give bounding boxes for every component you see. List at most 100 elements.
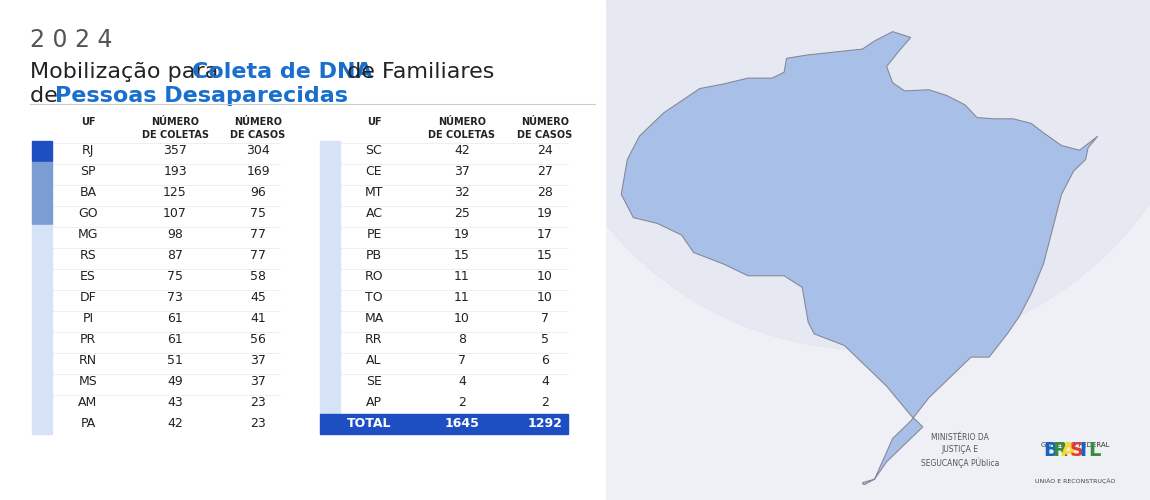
Text: 169: 169: [246, 165, 270, 178]
Text: 2: 2: [540, 396, 549, 409]
Text: de Familiares: de Familiares: [340, 62, 494, 82]
Text: CE: CE: [366, 165, 382, 178]
Text: Pessoas Desaparecidas: Pessoas Desaparecidas: [55, 86, 348, 106]
Text: GO: GO: [78, 207, 98, 220]
Text: NÚMERO
DE COLETAS: NÚMERO DE COLETAS: [429, 117, 496, 140]
Text: I: I: [1079, 441, 1086, 460]
Text: A: A: [1061, 441, 1076, 460]
Bar: [320, 414, 568, 434]
Text: NÚMERO
DE CASOS: NÚMERO DE CASOS: [230, 117, 285, 140]
Text: 41: 41: [251, 312, 266, 325]
Text: PI: PI: [83, 312, 93, 325]
Text: 61: 61: [167, 312, 183, 325]
Text: 10: 10: [537, 270, 553, 283]
Text: MG: MG: [78, 228, 98, 241]
Text: 96: 96: [251, 186, 266, 199]
Text: 1645: 1645: [445, 417, 480, 430]
Text: 27: 27: [537, 165, 553, 178]
Text: 8: 8: [458, 333, 466, 346]
Text: UNIÃO E RECONSTRUÇÃO: UNIÃO E RECONSTRUÇÃO: [1035, 478, 1116, 484]
Text: L: L: [1088, 441, 1101, 460]
Bar: [32, 141, 52, 161]
Text: TO: TO: [366, 291, 383, 304]
Text: 43: 43: [167, 396, 183, 409]
Text: 15: 15: [537, 249, 553, 262]
Text: 7: 7: [540, 312, 549, 325]
Text: 42: 42: [167, 417, 183, 430]
Text: UF: UF: [81, 117, 95, 127]
Text: B: B: [1043, 441, 1058, 460]
Text: 19: 19: [454, 228, 470, 241]
Text: 98: 98: [167, 228, 183, 241]
Text: 2: 2: [458, 396, 466, 409]
Text: RR: RR: [366, 333, 383, 346]
Text: Mobilização para: Mobilização para: [30, 62, 225, 82]
Bar: [320, 141, 340, 413]
Text: PA: PA: [81, 417, 95, 430]
Text: 4: 4: [540, 375, 549, 388]
Text: 45: 45: [250, 291, 266, 304]
Text: 2 0 2 4: 2 0 2 4: [30, 28, 113, 52]
Text: Coleta de DNA: Coleta de DNA: [192, 62, 373, 82]
Text: 42: 42: [454, 144, 470, 157]
Text: 75: 75: [167, 270, 183, 283]
Bar: [0, 0, 605, 500]
Text: RO: RO: [365, 270, 383, 283]
Text: 37: 37: [250, 354, 266, 367]
Text: RJ: RJ: [82, 144, 94, 157]
Text: 24: 24: [537, 144, 553, 157]
Text: MA: MA: [365, 312, 384, 325]
Bar: [32, 162, 52, 224]
Text: 77: 77: [250, 228, 266, 241]
Text: 11: 11: [454, 291, 470, 304]
Text: 17: 17: [537, 228, 553, 241]
Text: 107: 107: [163, 207, 187, 220]
Text: 73: 73: [167, 291, 183, 304]
Text: 10: 10: [454, 312, 470, 325]
Text: PB: PB: [366, 249, 382, 262]
Text: AM: AM: [78, 396, 98, 409]
Text: 19: 19: [537, 207, 553, 220]
Text: AP: AP: [366, 396, 382, 409]
Text: ES: ES: [81, 270, 95, 283]
Bar: [32, 225, 52, 434]
Text: PE: PE: [367, 228, 382, 241]
Text: AL: AL: [366, 354, 382, 367]
Text: 32: 32: [454, 186, 470, 199]
Text: 37: 37: [250, 375, 266, 388]
Text: MT: MT: [365, 186, 383, 199]
Text: 87: 87: [167, 249, 183, 262]
Text: 58: 58: [250, 270, 266, 283]
Text: de: de: [30, 86, 64, 106]
Circle shape: [530, 0, 1150, 350]
Text: 1292: 1292: [528, 417, 562, 430]
Text: 4: 4: [458, 375, 466, 388]
Text: MINISTÉRIO DA
JUSTIÇA E
SEGUCANÇA PÚblica: MINISTÉRIO DA JUSTIÇA E SEGUCANÇA PÚblic…: [921, 434, 999, 468]
Text: 11: 11: [454, 270, 470, 283]
Text: MS: MS: [78, 375, 98, 388]
Text: 49: 49: [167, 375, 183, 388]
Text: R: R: [1052, 441, 1067, 460]
Text: PR: PR: [79, 333, 97, 346]
Text: 28: 28: [537, 186, 553, 199]
Text: 56: 56: [250, 333, 266, 346]
Text: 37: 37: [454, 165, 470, 178]
Text: 357: 357: [163, 144, 187, 157]
Text: 77: 77: [250, 249, 266, 262]
Text: 23: 23: [251, 417, 266, 430]
Text: 75: 75: [250, 207, 266, 220]
Text: 304: 304: [246, 144, 270, 157]
Text: 193: 193: [163, 165, 186, 178]
Text: BA: BA: [79, 186, 97, 199]
Polygon shape: [621, 32, 1098, 485]
Text: RS: RS: [79, 249, 97, 262]
Text: 7: 7: [458, 354, 466, 367]
Text: 23: 23: [251, 396, 266, 409]
Text: 61: 61: [167, 333, 183, 346]
Text: 6: 6: [540, 354, 549, 367]
Text: 10: 10: [537, 291, 553, 304]
Text: 25: 25: [454, 207, 470, 220]
Text: 51: 51: [167, 354, 183, 367]
Text: TOTAL: TOTAL: [347, 417, 391, 430]
Text: AC: AC: [366, 207, 383, 220]
